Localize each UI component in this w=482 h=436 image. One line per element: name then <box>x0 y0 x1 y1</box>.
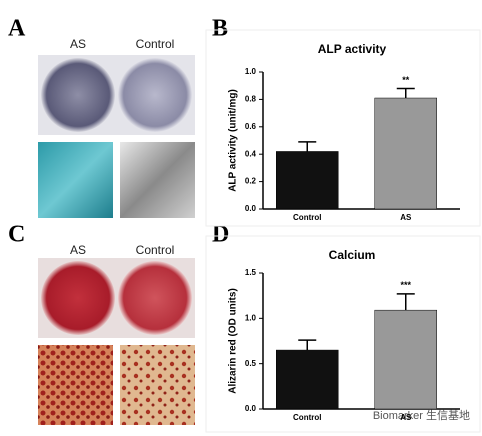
bar <box>276 349 339 410</box>
chart-frame <box>205 235 481 433</box>
dish <box>41 261 115 335</box>
y-axis-label: ALP activity (unit/mg) <box>228 89 239 192</box>
watermark: Biomarker 生信基地 <box>373 408 470 422</box>
photo-label: Control <box>136 37 175 51</box>
y-tick-label: 1.0 <box>245 67 257 76</box>
micrograph <box>120 345 195 425</box>
panel-letter: B <box>212 16 228 42</box>
y-tick-label: 1.5 <box>245 268 257 277</box>
micrograph <box>38 345 113 425</box>
y-tick-label: 0.4 <box>245 149 257 158</box>
panel-letter: A <box>8 16 26 42</box>
panel-letter: C <box>8 222 25 248</box>
significance: *** <box>400 280 411 290</box>
bar <box>374 97 437 210</box>
photo-label: Control <box>136 243 175 257</box>
y-tick-label: 1.0 <box>245 313 257 322</box>
chart-title: Calcium <box>329 248 376 262</box>
y-tick-label: 0.6 <box>245 122 257 131</box>
photo-label: AS <box>70 243 86 257</box>
dish <box>118 58 192 132</box>
significance: ** <box>402 75 410 85</box>
x-tick-label: Control <box>293 213 321 222</box>
y-tick-label: 0.0 <box>245 404 257 413</box>
micrograph <box>120 142 195 218</box>
bar <box>374 309 437 410</box>
x-tick-label: Control <box>293 413 321 422</box>
y-tick-label: 0.5 <box>245 359 257 368</box>
dish <box>118 261 192 335</box>
bar <box>276 151 339 210</box>
chart-frame <box>205 29 481 227</box>
y-tick-label: 0.0 <box>245 204 257 213</box>
x-tick-label: AS <box>400 213 412 222</box>
chart-title: ALP activity <box>318 42 387 56</box>
y-tick-label: 0.2 <box>245 177 257 186</box>
y-axis-label: Alizarin red (OD units) <box>228 288 239 394</box>
y-tick-label: 0.8 <box>245 95 257 104</box>
dish <box>41 58 115 132</box>
x-tick-label: AS <box>400 413 412 422</box>
micrograph <box>38 142 113 218</box>
photo-label: AS <box>70 37 86 51</box>
panel-letter: D <box>212 222 229 248</box>
